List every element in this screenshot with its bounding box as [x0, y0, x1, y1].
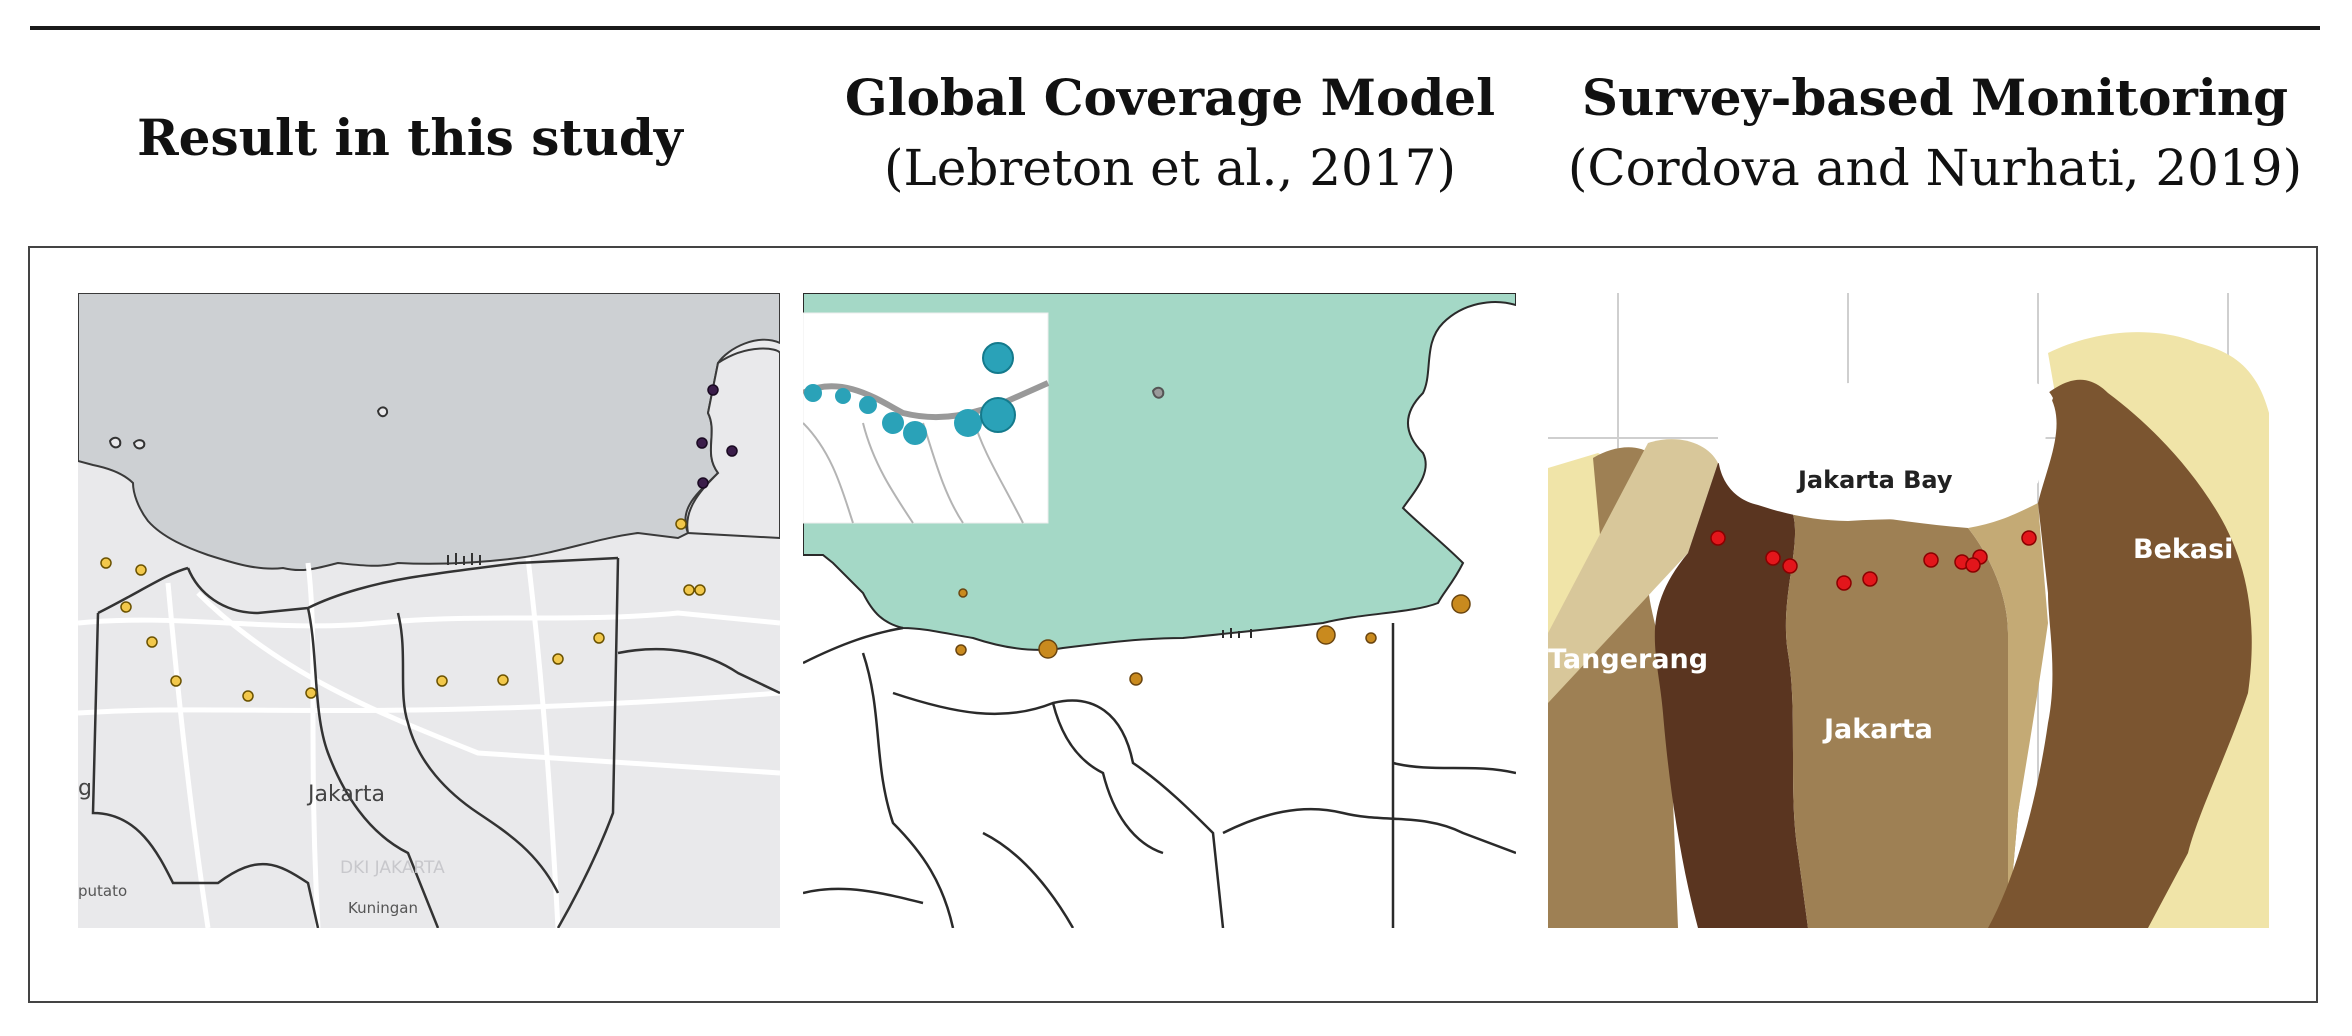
map2-inset	[803, 312, 1050, 524]
map3-tan-west	[1548, 439, 1718, 703]
map3-label-center: Jakarta	[1822, 714, 1933, 745]
map1-sea	[78, 293, 780, 572]
map1-label-edge: g	[78, 776, 92, 801]
litter-point-yellow	[436, 675, 448, 687]
litter-point-purple	[696, 437, 708, 449]
emission-point	[958, 588, 968, 598]
map3-light-central	[1785, 503, 2023, 928]
emission-point	[955, 644, 967, 656]
emission-point	[1129, 672, 1143, 686]
map1-points	[100, 384, 738, 702]
map-panel-global-model	[803, 293, 1516, 928]
map3-points	[1710, 530, 2037, 591]
litter-point-yellow	[135, 564, 147, 576]
survey-point-red	[1862, 571, 1878, 587]
map2-points	[955, 588, 1471, 686]
litter-point-yellow	[683, 584, 695, 596]
header-col3-title: Survey-based Monitoring	[1581, 68, 2289, 127]
map3-label-east: Bekasi	[2133, 534, 2233, 565]
map2-island	[1151, 386, 1165, 399]
map3-brown-east	[1988, 379, 2252, 928]
emission-point	[1451, 594, 1471, 614]
header-col3-citation: (Cordova and Nurhati, 2019)	[1567, 139, 2303, 197]
emission-point	[1316, 625, 1336, 645]
litter-point-yellow	[593, 632, 605, 644]
litter-point-purple	[707, 384, 719, 396]
map1-boundaries	[91, 556, 780, 928]
survey-point-red	[2021, 530, 2037, 546]
map3-sea	[1718, 380, 2053, 521]
survey-point-red	[1710, 530, 1726, 546]
survey-point-red	[1923, 552, 1939, 568]
map1-island-1	[376, 406, 389, 418]
map3-tan-east	[1968, 503, 2048, 928]
map1-peninsula	[686, 347, 780, 540]
figure-frame	[28, 246, 2318, 1003]
map1-island-2	[108, 436, 122, 449]
header-col2-citation: (Lebreton et al., 2017)	[884, 139, 1456, 197]
map1-coast-piers	[447, 553, 481, 565]
map2-coast-piers	[1222, 628, 1252, 638]
header-col2-title: Global Coverage Model	[844, 68, 1496, 127]
survey-point-red	[1782, 558, 1798, 574]
header-col2: Global Coverage Model (Lebreton et al., …	[820, 70, 1520, 196]
map-survey-svg: Jakarta Bay Tangerang Jakarta Bekasi	[1548, 293, 2269, 928]
emission-point	[1038, 639, 1058, 659]
map2-boundaries	[803, 623, 1516, 928]
map-panel-this-study: Jakarta DKI JAKARTA Kuningan putato g	[78, 293, 780, 928]
map1-roads	[78, 557, 780, 928]
litter-point-yellow	[146, 636, 158, 648]
litter-point-yellow	[552, 653, 564, 665]
survey-point-red	[1965, 557, 1981, 573]
litter-point-yellow	[170, 675, 182, 687]
map3-dark-central	[1654, 463, 1808, 928]
litter-point-yellow	[675, 518, 687, 530]
litter-point-purple	[726, 445, 738, 457]
litter-point-yellow	[497, 674, 509, 686]
map-global-model-svg	[803, 293, 1516, 928]
map1-label-area2: putato	[78, 882, 127, 900]
map-this-study-svg: Jakarta DKI JAKARTA Kuningan putato g	[78, 293, 780, 928]
map-panel-survey: Jakarta Bay Tangerang Jakarta Bekasi	[1548, 293, 2269, 928]
header-col3: Survey-based Monitoring (Cordova and Nur…	[1560, 70, 2310, 196]
map1-label-city: Jakarta	[306, 782, 385, 807]
header-col1-title: Result in this study	[137, 108, 683, 167]
map1-label-district: DKI JAKARTA	[340, 858, 445, 878]
litter-point-yellow	[694, 584, 706, 596]
survey-point-red	[1836, 575, 1852, 591]
map1-island-3	[132, 439, 146, 450]
map3-label-west: Tangerang	[1548, 644, 1708, 675]
map3-label-bay: Jakarta Bay	[1796, 466, 1953, 494]
survey-point-red	[1765, 550, 1781, 566]
litter-point-yellow	[242, 690, 254, 702]
emission-point	[1365, 632, 1377, 644]
litter-point-yellow	[120, 601, 132, 613]
litter-point-yellow	[305, 687, 317, 699]
litter-point-purple	[697, 477, 709, 489]
header-col1: Result in this study	[120, 110, 700, 165]
litter-point-yellow	[100, 557, 112, 569]
top-rule	[30, 26, 2320, 30]
map1-label-area1: Kuningan	[348, 899, 418, 917]
